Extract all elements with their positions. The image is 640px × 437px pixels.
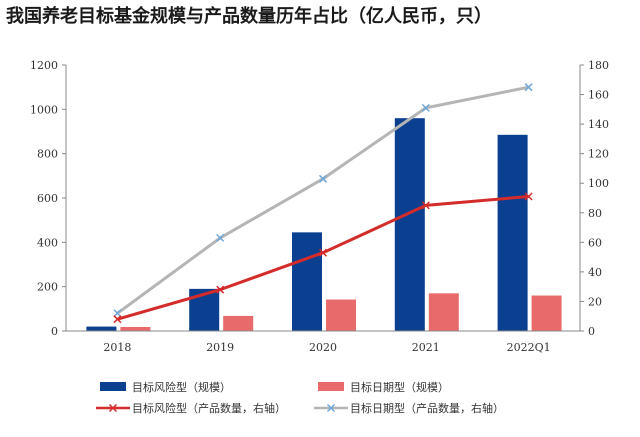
bar-target-risk-2022Q1	[497, 134, 528, 331]
bar-target-date-2021	[428, 293, 459, 331]
right-tick-label: 20	[588, 295, 602, 308]
bar-target-date-2020	[326, 299, 356, 331]
x-tick-label: 2019	[206, 341, 234, 354]
left-tick-label: 0	[51, 325, 58, 338]
point-target-date-count-2018	[113, 309, 122, 318]
legend-label: 目标风险型（产品数量，右轴）	[132, 401, 286, 415]
right-tick-label: 0	[588, 325, 595, 338]
left-tick-label: 1000	[30, 103, 58, 116]
line-target-risk-count	[116, 195, 529, 321]
bar-target-risk-2020	[292, 232, 322, 331]
point-target-date-count-2021	[421, 103, 430, 112]
right-tick-label: 140	[588, 118, 609, 131]
left-tick-label: 600	[37, 192, 58, 205]
legend-marker	[108, 403, 118, 413]
point-target-risk-count-2020	[318, 248, 328, 257]
legend-item: 目标风险型（规模）	[100, 380, 231, 394]
right-tick-label: 60	[588, 236, 602, 249]
legend-swatch	[100, 382, 126, 391]
bar-target-date-2018	[120, 327, 151, 331]
legend-item: 目标日期型（产品数量，右轴）	[314, 401, 504, 415]
legend-label: 目标日期型（规模）	[350, 380, 449, 394]
legend-swatch	[318, 382, 344, 391]
left-tick-label: 800	[37, 148, 58, 161]
point-target-risk-count-2021	[421, 201, 430, 210]
bar-target-date-2022Q1	[531, 295, 562, 331]
right-tick-label: 180	[588, 59, 609, 72]
left-tick-label: 1200	[30, 59, 58, 72]
right-tick-label: 80	[588, 207, 602, 220]
legend-marker	[326, 403, 336, 413]
bar-target-risk-2021	[394, 118, 425, 331]
legend-item: 目标风险型（产品数量，右轴）	[96, 401, 286, 415]
right-tick-label: 40	[588, 266, 602, 279]
x-tick-label: 2020	[309, 341, 337, 354]
legend-label: 目标日期型（产品数量，右轴）	[350, 401, 504, 415]
bar-target-date-2019	[223, 315, 254, 331]
point-target-date-count-2022Q1	[524, 83, 533, 92]
right-tick-label: 100	[588, 177, 609, 190]
legend-item: 目标日期型（规模）	[318, 380, 449, 394]
point-target-risk-count-2018	[113, 315, 122, 324]
point-target-risk-count-2019	[216, 285, 225, 294]
line-target-date-count	[116, 85, 529, 315]
right-tick-label: 120	[588, 148, 609, 161]
right-tick-label: 160	[588, 89, 609, 102]
left-tick-label: 200	[37, 281, 58, 294]
point-target-date-count-2019	[216, 233, 225, 242]
left-tick-label: 400	[37, 236, 58, 249]
point-target-date-count-2020	[318, 174, 328, 183]
x-tick-label: 2018	[103, 341, 131, 354]
chart-title: 我国养老目标基金规模与产品数量历年占比（亿人民币，只）	[6, 6, 492, 27]
legend-label: 目标风险型（规模）	[132, 380, 231, 394]
point-target-risk-count-2022Q1	[524, 192, 533, 201]
x-tick-label: 2022Q1	[507, 341, 551, 354]
bar-target-risk-2018	[86, 326, 117, 331]
x-tick-label: 2021	[412, 341, 440, 354]
